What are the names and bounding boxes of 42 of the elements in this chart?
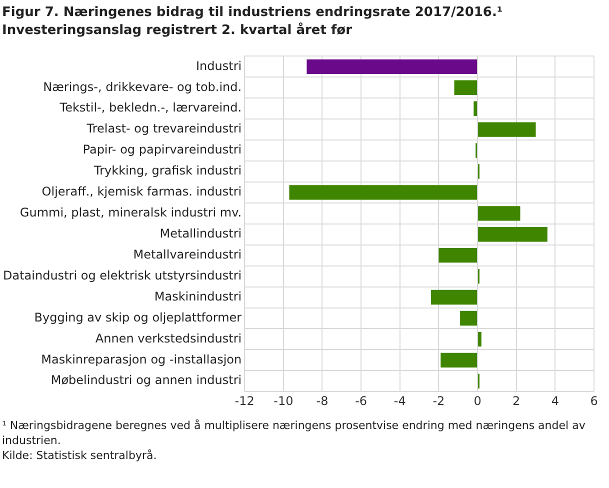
- bar: [478, 206, 520, 221]
- y-tick-label: Papir- og papirvareindustri: [82, 142, 242, 157]
- x-tick-label: -6: [355, 394, 368, 408]
- x-tick-label: -2: [432, 394, 445, 408]
- y-tick-label: Annen verkstedsindustri: [95, 331, 242, 346]
- y-tick-label: Møbelindustri og annen industri: [50, 373, 242, 388]
- y-tick-label: Maskinreparasjon og -installasjon: [41, 352, 242, 366]
- bar: [478, 332, 482, 347]
- y-tick-label: Maskinindustri: [154, 289, 242, 304]
- bar: [474, 101, 478, 116]
- x-tick-label: 6: [590, 394, 598, 408]
- bar: [440, 352, 478, 368]
- bar: [289, 185, 478, 200]
- y-tick-label: Tekstil-, bekledn.-, lærvareind.: [58, 100, 242, 115]
- y-tick-label: Dataindustri og elektrisk utstyrsindustri: [2, 268, 242, 282]
- x-tick-label: 0: [474, 394, 482, 408]
- x-tick-label: -8: [316, 394, 328, 408]
- chart-subtitle: Investeringsanslag registrert 2. kvartal året før: [2, 22, 353, 40]
- y-tick-label: Trelast- og trevareindustri: [86, 122, 242, 136]
- y-tick-label: Metallvareindustri: [133, 247, 242, 262]
- bar: [438, 248, 478, 263]
- y-tick-label: Metallindustri: [160, 226, 242, 241]
- y-tick-label: Nærings-, drikkevare- og tob.ind.: [43, 80, 242, 94]
- x-tick-label: 4: [551, 394, 559, 408]
- x-tick-label: -10: [274, 394, 294, 408]
- text: Kilde: Statistisk sentralbyrå.: [2, 448, 158, 463]
- x-tick-label: -12: [234, 394, 254, 408]
- bar: [454, 80, 478, 95]
- y-tick-label: Gummi, plast, mineralsk industri mv.: [20, 206, 242, 220]
- bar: [430, 290, 478, 305]
- y-tick-label: Oljeraff., kjemisk farmas. industri: [42, 184, 242, 199]
- bar: [460, 310, 478, 326]
- text: ¹ Næringsbidragene beregnes ved å multiplisere næringens prosentvise endring med næringens andel av industrien.: [2, 418, 586, 448]
- chart-title: Figur 7. Næringenes bidrag til industriens endringsrate 2017/2016.¹: [2, 4, 504, 22]
- bar: [306, 59, 478, 74]
- y-tick-label: Industri: [196, 58, 242, 73]
- bar: [478, 227, 548, 242]
- bar: [478, 122, 536, 137]
- x-tick-label: -4: [394, 394, 406, 408]
- x-tick-label: 2: [512, 394, 520, 408]
- y-tick-label: Trykking, grafisk industri: [93, 164, 242, 178]
- y-tick-label: Bygging av skip og oljeplattformer: [34, 310, 242, 324]
